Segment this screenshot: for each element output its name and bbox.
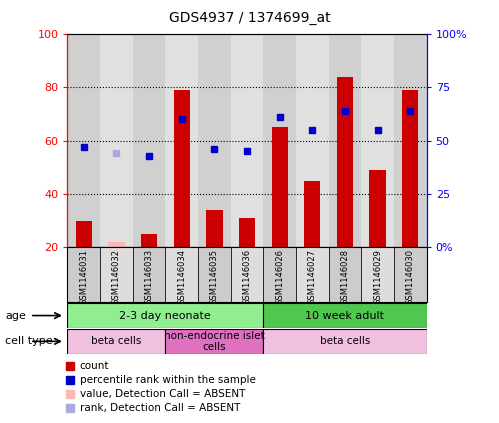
Bar <box>304 181 320 247</box>
Text: GSM1146029: GSM1146029 <box>373 249 382 305</box>
Bar <box>165 247 198 302</box>
Bar <box>100 247 133 302</box>
Text: GSM1146033: GSM1146033 <box>145 249 154 305</box>
Bar <box>263 329 427 354</box>
Text: GSM1146027: GSM1146027 <box>308 249 317 305</box>
Bar <box>165 34 198 247</box>
Text: beta cells: beta cells <box>320 336 370 346</box>
Bar <box>165 329 263 354</box>
Bar <box>231 34 263 247</box>
Bar <box>337 77 353 247</box>
Bar <box>67 329 165 354</box>
Bar <box>361 34 394 247</box>
Bar <box>141 234 157 247</box>
Bar <box>361 247 394 302</box>
Bar <box>67 34 100 247</box>
Bar <box>263 247 296 302</box>
Text: GSM1146034: GSM1146034 <box>177 249 186 305</box>
Bar <box>198 247 231 302</box>
Text: beta cells: beta cells <box>91 336 142 346</box>
Text: 10 week adult: 10 week adult <box>305 310 385 321</box>
Bar <box>369 170 386 247</box>
Bar <box>263 303 427 328</box>
Text: 2-3 day neonate: 2-3 day neonate <box>119 310 211 321</box>
Bar <box>231 247 263 302</box>
Bar <box>133 247 165 302</box>
Bar <box>67 303 263 328</box>
Text: GSM1146030: GSM1146030 <box>406 249 415 305</box>
Bar <box>329 34 361 247</box>
Bar <box>296 247 329 302</box>
Text: GSM1146036: GSM1146036 <box>243 249 251 305</box>
Bar <box>108 242 125 247</box>
Bar <box>296 34 329 247</box>
Bar <box>394 247 427 302</box>
Text: age: age <box>5 310 26 321</box>
Text: non-endocrine islet
cells: non-endocrine islet cells <box>164 330 264 352</box>
Text: percentile rank within the sample: percentile rank within the sample <box>80 375 255 385</box>
Text: GDS4937 / 1374699_at: GDS4937 / 1374699_at <box>169 11 330 25</box>
Text: rank, Detection Call = ABSENT: rank, Detection Call = ABSENT <box>80 403 240 413</box>
Text: GSM1146026: GSM1146026 <box>275 249 284 305</box>
Bar <box>402 90 419 247</box>
Bar <box>263 34 296 247</box>
Bar <box>100 34 133 247</box>
Text: GSM1146028: GSM1146028 <box>340 249 349 305</box>
Bar <box>67 247 100 302</box>
Text: value, Detection Call = ABSENT: value, Detection Call = ABSENT <box>80 389 245 399</box>
Text: GSM1146031: GSM1146031 <box>79 249 88 305</box>
Bar <box>271 127 288 247</box>
Bar <box>198 34 231 247</box>
Bar <box>239 218 255 247</box>
Bar <box>133 34 165 247</box>
Text: cell type: cell type <box>5 336 52 346</box>
Bar <box>174 90 190 247</box>
Text: GSM1146032: GSM1146032 <box>112 249 121 305</box>
Bar <box>206 210 223 247</box>
Bar <box>329 247 361 302</box>
Text: GSM1146035: GSM1146035 <box>210 249 219 305</box>
Bar <box>75 221 92 247</box>
Text: count: count <box>80 361 109 371</box>
Bar <box>394 34 427 247</box>
